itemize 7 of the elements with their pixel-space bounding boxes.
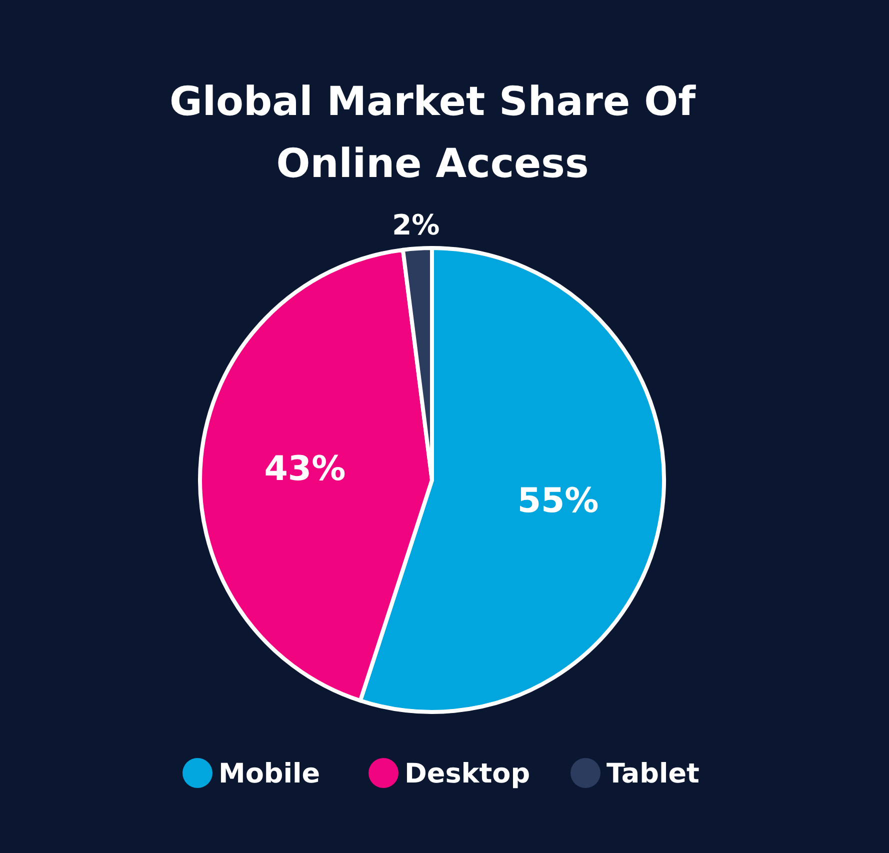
legend-label: Desktop [404,758,530,790]
data-label: 55% [517,480,599,521]
data-label: 43% [264,448,346,489]
legend-label: Tablet [606,758,700,790]
data-label: 2% [392,208,440,242]
chart-title: Global Market Share Of Online Access [170,79,696,187]
legend-label: Mobile [218,758,320,790]
